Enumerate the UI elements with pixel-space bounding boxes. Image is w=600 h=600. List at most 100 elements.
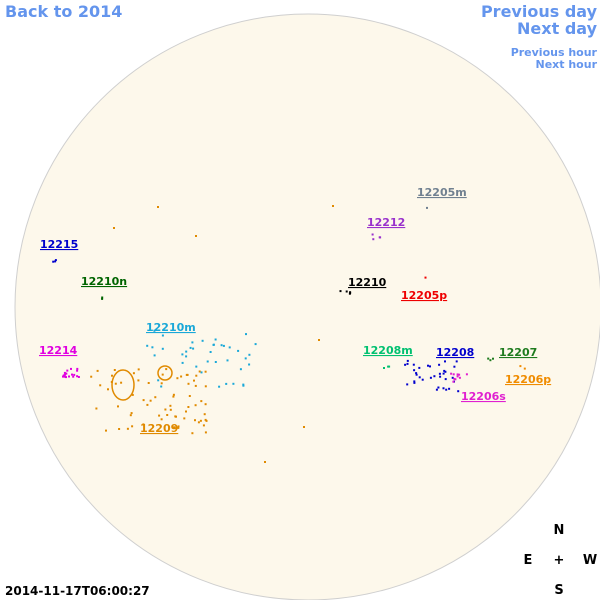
previous-day-link[interactable]: Previous day: [481, 2, 598, 21]
region-label: 12210n: [81, 275, 127, 288]
back-link[interactable]: Back to 2014: [5, 2, 122, 21]
sunspot: [244, 357, 247, 360]
sunspot: [214, 338, 217, 341]
sunspot: [204, 370, 207, 373]
sunspot: [444, 360, 446, 363]
compass-center: +: [554, 553, 565, 568]
sunspot: [194, 384, 197, 387]
sunspot: [444, 378, 447, 381]
sunspot: [172, 395, 175, 398]
sunspot: [433, 375, 436, 378]
sunspot: [186, 373, 189, 376]
sunspot: [189, 346, 192, 349]
sunspot: [412, 363, 415, 366]
sunspot: [180, 375, 183, 378]
sunspot: [166, 414, 169, 416]
sunspot: [192, 347, 195, 350]
sunspot: [101, 296, 104, 299]
sunspot: [107, 388, 109, 391]
timestamp: 2014-11-17T06:00:27: [5, 584, 150, 598]
sunspot: [181, 353, 184, 356]
sunspot: [76, 375, 79, 378]
sunspot: [418, 366, 421, 369]
sunspot: [199, 419, 202, 422]
sunspot: [242, 384, 245, 387]
sunspot: [450, 372, 453, 375]
previous-hour-link[interactable]: Previous hour: [511, 46, 598, 59]
sunspot: [372, 238, 375, 241]
region-label: 12210m: [146, 321, 196, 334]
sunspot: [76, 367, 79, 370]
sunspot: [113, 369, 116, 371]
sunspot: [157, 379, 160, 382]
sunspot: [439, 375, 442, 378]
sunspot: [523, 367, 526, 370]
sunspot: [149, 399, 152, 402]
sunspot: [174, 415, 177, 418]
penumbra: [111, 369, 135, 401]
compass-east: E: [524, 553, 533, 568]
sunspot: [206, 360, 209, 363]
sunspot: [204, 431, 207, 434]
sunspot: [421, 378, 424, 381]
sunspot: [164, 408, 167, 411]
sunspot: [195, 365, 198, 368]
sunspot: [413, 369, 416, 372]
sunspot: [126, 427, 129, 430]
sunspot: [161, 334, 164, 337]
sunspot: [137, 379, 140, 382]
sunspot: [76, 369, 79, 372]
sunspot: [218, 385, 221, 388]
sunspot: [455, 360, 458, 363]
sunspot: [191, 341, 194, 344]
sunspot: [442, 387, 445, 390]
sunspot: [203, 413, 206, 416]
region-label: 12208m: [363, 344, 413, 357]
sunspot: [456, 375, 459, 378]
sunspot: [157, 206, 159, 208]
sunspot: [415, 372, 418, 375]
sunspot: [118, 428, 121, 430]
sunspot: [457, 390, 460, 393]
sunspot: [424, 276, 427, 279]
sunspot: [452, 373, 455, 376]
sunspot: [438, 363, 441, 366]
sunspot: [383, 367, 385, 369]
sunspot: [248, 363, 251, 366]
sunspot: [160, 385, 163, 388]
sunspot: [452, 380, 455, 383]
next-hour-link[interactable]: Next hour: [536, 58, 598, 71]
sunspot: [177, 426, 180, 429]
sunspot: [70, 367, 72, 370]
sunspot: [90, 375, 93, 378]
sunspot: [413, 380, 416, 383]
sunspot: [442, 372, 445, 375]
sunspot: [371, 233, 374, 236]
sunspot: [197, 421, 200, 424]
sunspot: [63, 375, 66, 378]
sunspot: [429, 376, 432, 379]
sunspot: [220, 344, 223, 347]
sunspot: [68, 375, 70, 378]
sunspot: [245, 333, 247, 336]
sunspot: [212, 343, 215, 346]
sunspot: [54, 259, 57, 262]
sunspot: [458, 376, 461, 379]
sunspot: [111, 374, 113, 377]
sunspot: [456, 373, 459, 376]
sunspot: [195, 374, 198, 377]
sunspot: [228, 346, 231, 349]
sunspot: [191, 432, 194, 435]
sunspots: [52, 205, 526, 463]
sunspot: [426, 206, 428, 209]
sunspot: [105, 429, 107, 432]
sunspot: [209, 351, 212, 353]
sunspot: [173, 426, 176, 429]
sunspot: [418, 376, 421, 379]
sunspot: [169, 408, 172, 411]
sunspot: [248, 353, 251, 356]
sunspot: [158, 414, 161, 417]
sunspot: [129, 414, 132, 417]
next-day-link[interactable]: Next day: [517, 19, 598, 38]
